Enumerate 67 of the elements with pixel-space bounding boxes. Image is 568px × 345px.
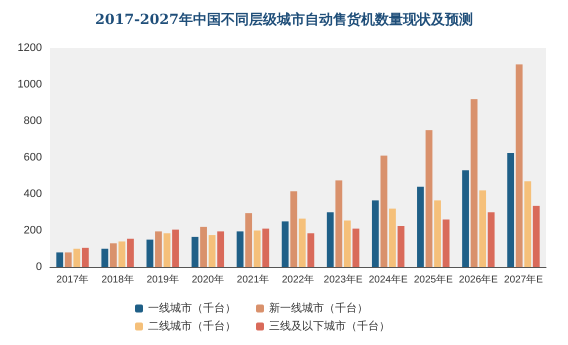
bar	[307, 233, 314, 267]
y-tick-label: 1200	[18, 42, 42, 54]
bar	[64, 252, 72, 267]
y-tick-label: 600	[24, 152, 42, 164]
bar	[372, 200, 379, 267]
bar	[290, 191, 298, 267]
legend-label: 一线城市（千台）	[148, 302, 236, 314]
y-tick-label: 0	[36, 261, 42, 273]
bar	[326, 212, 334, 267]
bar	[56, 252, 64, 267]
bar	[532, 206, 540, 267]
x-tick-label: 2025年E	[414, 274, 454, 286]
chart-title: 2017-2027年中国不同层级城市自动售货机数量现状及预测	[95, 11, 473, 28]
y-tick-label: 200	[24, 224, 42, 236]
bar	[389, 208, 396, 267]
x-tick-label: 2022年	[282, 274, 314, 286]
x-tick-label: 2023年E	[324, 274, 363, 286]
bar	[164, 233, 170, 267]
x-tick-label: 2024年E	[368, 274, 408, 286]
bar	[82, 248, 89, 267]
bar	[470, 99, 478, 267]
bar	[426, 130, 432, 267]
bar	[73, 248, 80, 267]
bar	[192, 236, 198, 267]
bar	[146, 240, 154, 267]
bar	[282, 221, 289, 267]
x-tick-label: 2021年	[236, 274, 270, 286]
bar	[344, 220, 351, 267]
bar	[434, 200, 441, 267]
bar	[236, 231, 244, 267]
bar	[352, 228, 360, 267]
bar	[298, 218, 306, 267]
x-tick-label: 2027年E	[504, 274, 544, 286]
y-tick-label: 800	[24, 115, 42, 127]
bar	[217, 231, 224, 267]
bar	[398, 226, 404, 267]
bar	[488, 212, 495, 267]
legend-label: 三线及以下城市（千台）	[269, 320, 390, 332]
bar	[507, 152, 514, 267]
bar	[380, 156, 388, 267]
bar	[524, 181, 532, 267]
bar	[442, 220, 450, 267]
bar	[417, 186, 424, 267]
legend-label: 二线城市（千台）	[148, 320, 236, 332]
x-tick-label: 2017年	[56, 274, 89, 286]
y-tick-label: 1000	[18, 78, 42, 90]
bar	[262, 228, 270, 267]
bar	[254, 230, 261, 267]
bar	[208, 235, 216, 267]
bar	[118, 241, 126, 267]
bar	[110, 243, 117, 267]
bar	[335, 180, 342, 267]
x-tick-label: 2020年	[192, 274, 224, 286]
bar	[479, 190, 486, 267]
x-tick-label: 2019年	[146, 274, 179, 286]
y-tick-label: 400	[24, 188, 42, 200]
bar	[516, 64, 523, 267]
x-tick-label: 2018年	[102, 274, 134, 286]
bar	[462, 170, 469, 267]
bar	[127, 238, 134, 267]
bar	[200, 226, 207, 267]
bar	[172, 230, 179, 267]
bar	[101, 248, 108, 267]
x-tick-label: 2026年E	[458, 274, 498, 286]
bar	[245, 213, 252, 267]
bar	[155, 231, 162, 267]
legend-label: 新一线城市（千台）	[269, 302, 368, 314]
